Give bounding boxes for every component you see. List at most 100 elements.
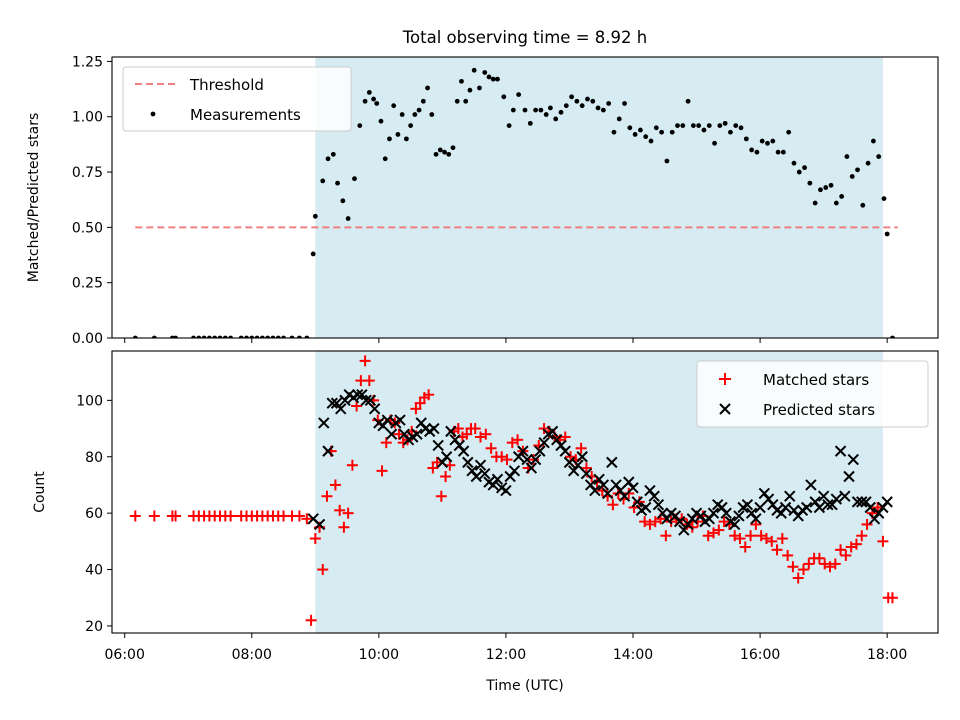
measurement-point [510,107,516,113]
measurement-point [471,67,477,73]
predicted-star-point [580,467,593,480]
top-y-tick-label: 0.00 [72,331,103,347]
measurement-point [558,109,564,115]
measurement-point [249,335,255,338]
bottom-y-tick-label: 40 [85,563,103,579]
bottom-plot-area [129,351,898,633]
measurement-point [486,74,492,80]
matched-star-point [170,510,182,522]
measurement-point [548,105,553,111]
matched-star-point [359,355,371,367]
measurement-point [378,118,384,124]
measurement-point [770,138,776,144]
measurement-point [325,156,331,162]
matched-star-point [861,518,873,530]
predicted-star-point [839,490,851,502]
matched-star-point [713,524,725,536]
measurement-point [733,123,739,128]
measurement-point [459,78,464,84]
matched-star-point [309,533,321,545]
measurement-point [860,202,866,208]
predicted-star-point [445,425,457,438]
matched-star-point [329,479,341,491]
measurement-point [357,123,363,128]
measurement-point [501,94,507,100]
matched-star-point [410,403,422,415]
measurement-point [759,138,765,144]
measurement-point [706,123,712,128]
measurement-point [433,151,439,157]
matched-star-point [766,535,778,547]
observing-window-top [315,57,883,338]
predicted-star-point [618,490,631,502]
measurement-point [289,335,295,338]
measurement-point [775,149,781,155]
predicted-star-point [517,445,529,457]
measurement-point [616,116,622,122]
matched-star-point [435,490,447,502]
matched-star-point [414,397,426,409]
measurement-point [506,123,512,128]
legend-threshold-label: Threshold [189,76,264,94]
predicted-star-point [351,389,364,401]
measurement-point [212,335,218,338]
matched-star-point [485,442,497,454]
predicted-star-point [470,470,482,483]
x-tick-label: 18:00 [867,647,907,663]
matched-star-point [750,518,762,530]
matched-star-point [317,564,329,576]
measurement-point [659,129,665,135]
measurement-point [201,335,207,338]
predicted-star-point [462,456,474,469]
x-tick-label: 14:00 [613,647,653,663]
bottom-legend: Matched stars Predicted stars [696,360,929,428]
predicted-star-point [457,445,470,457]
predicted-star-point [601,487,614,500]
x-tick-label: 08:00 [232,647,272,663]
measurement-point [590,98,596,104]
measurement-point [399,112,405,117]
measurement-point [680,123,686,128]
top-x-ticks [124,338,888,343]
measurement-point [839,193,845,199]
measurement-point [217,335,223,338]
matched-star-point [431,456,443,468]
measurement-point [791,160,797,166]
legend-matched-label: Matched stars [763,371,869,389]
predicted-star-point [813,501,826,514]
matched-star-point [633,496,645,508]
measurement-point [722,120,728,126]
matched-star-point [346,459,358,471]
measurement-point [780,149,786,155]
predicted-star-point [432,439,444,452]
matched-star-point [886,592,898,604]
measurement-point [366,90,372,95]
predicted-star-point [830,493,843,505]
measurement-point [454,98,460,104]
predicted-star-point [817,490,830,502]
matched-star-point [423,389,435,401]
predicted-star-point [474,459,487,471]
predicted-star-point [368,403,381,415]
measurement-point [538,107,544,113]
top-y-tick-label: 1.25 [72,54,103,70]
legend-predicted-label: Predicted stars [763,401,875,419]
measurement-point [391,103,397,109]
predicted-star-point [864,501,876,514]
bottom-y-tick-label: 20 [85,619,103,635]
measurement-point [442,149,447,155]
predicted-star-point [313,518,326,531]
measurement-point [408,123,414,128]
bottom-legend-box [696,360,929,428]
matched-star-point [829,558,841,570]
predicted-star-point [538,436,550,449]
matched-star-point [301,513,313,525]
measurement-point [579,103,585,109]
legend-predicted-swatch [719,403,731,415]
measurement-point [728,129,733,135]
top-y-tick-label: 0.25 [72,276,103,292]
measurement-point [849,174,855,179]
predicted-star-point [521,453,533,466]
measurement-point [653,125,659,131]
measurement-point [876,154,882,159]
